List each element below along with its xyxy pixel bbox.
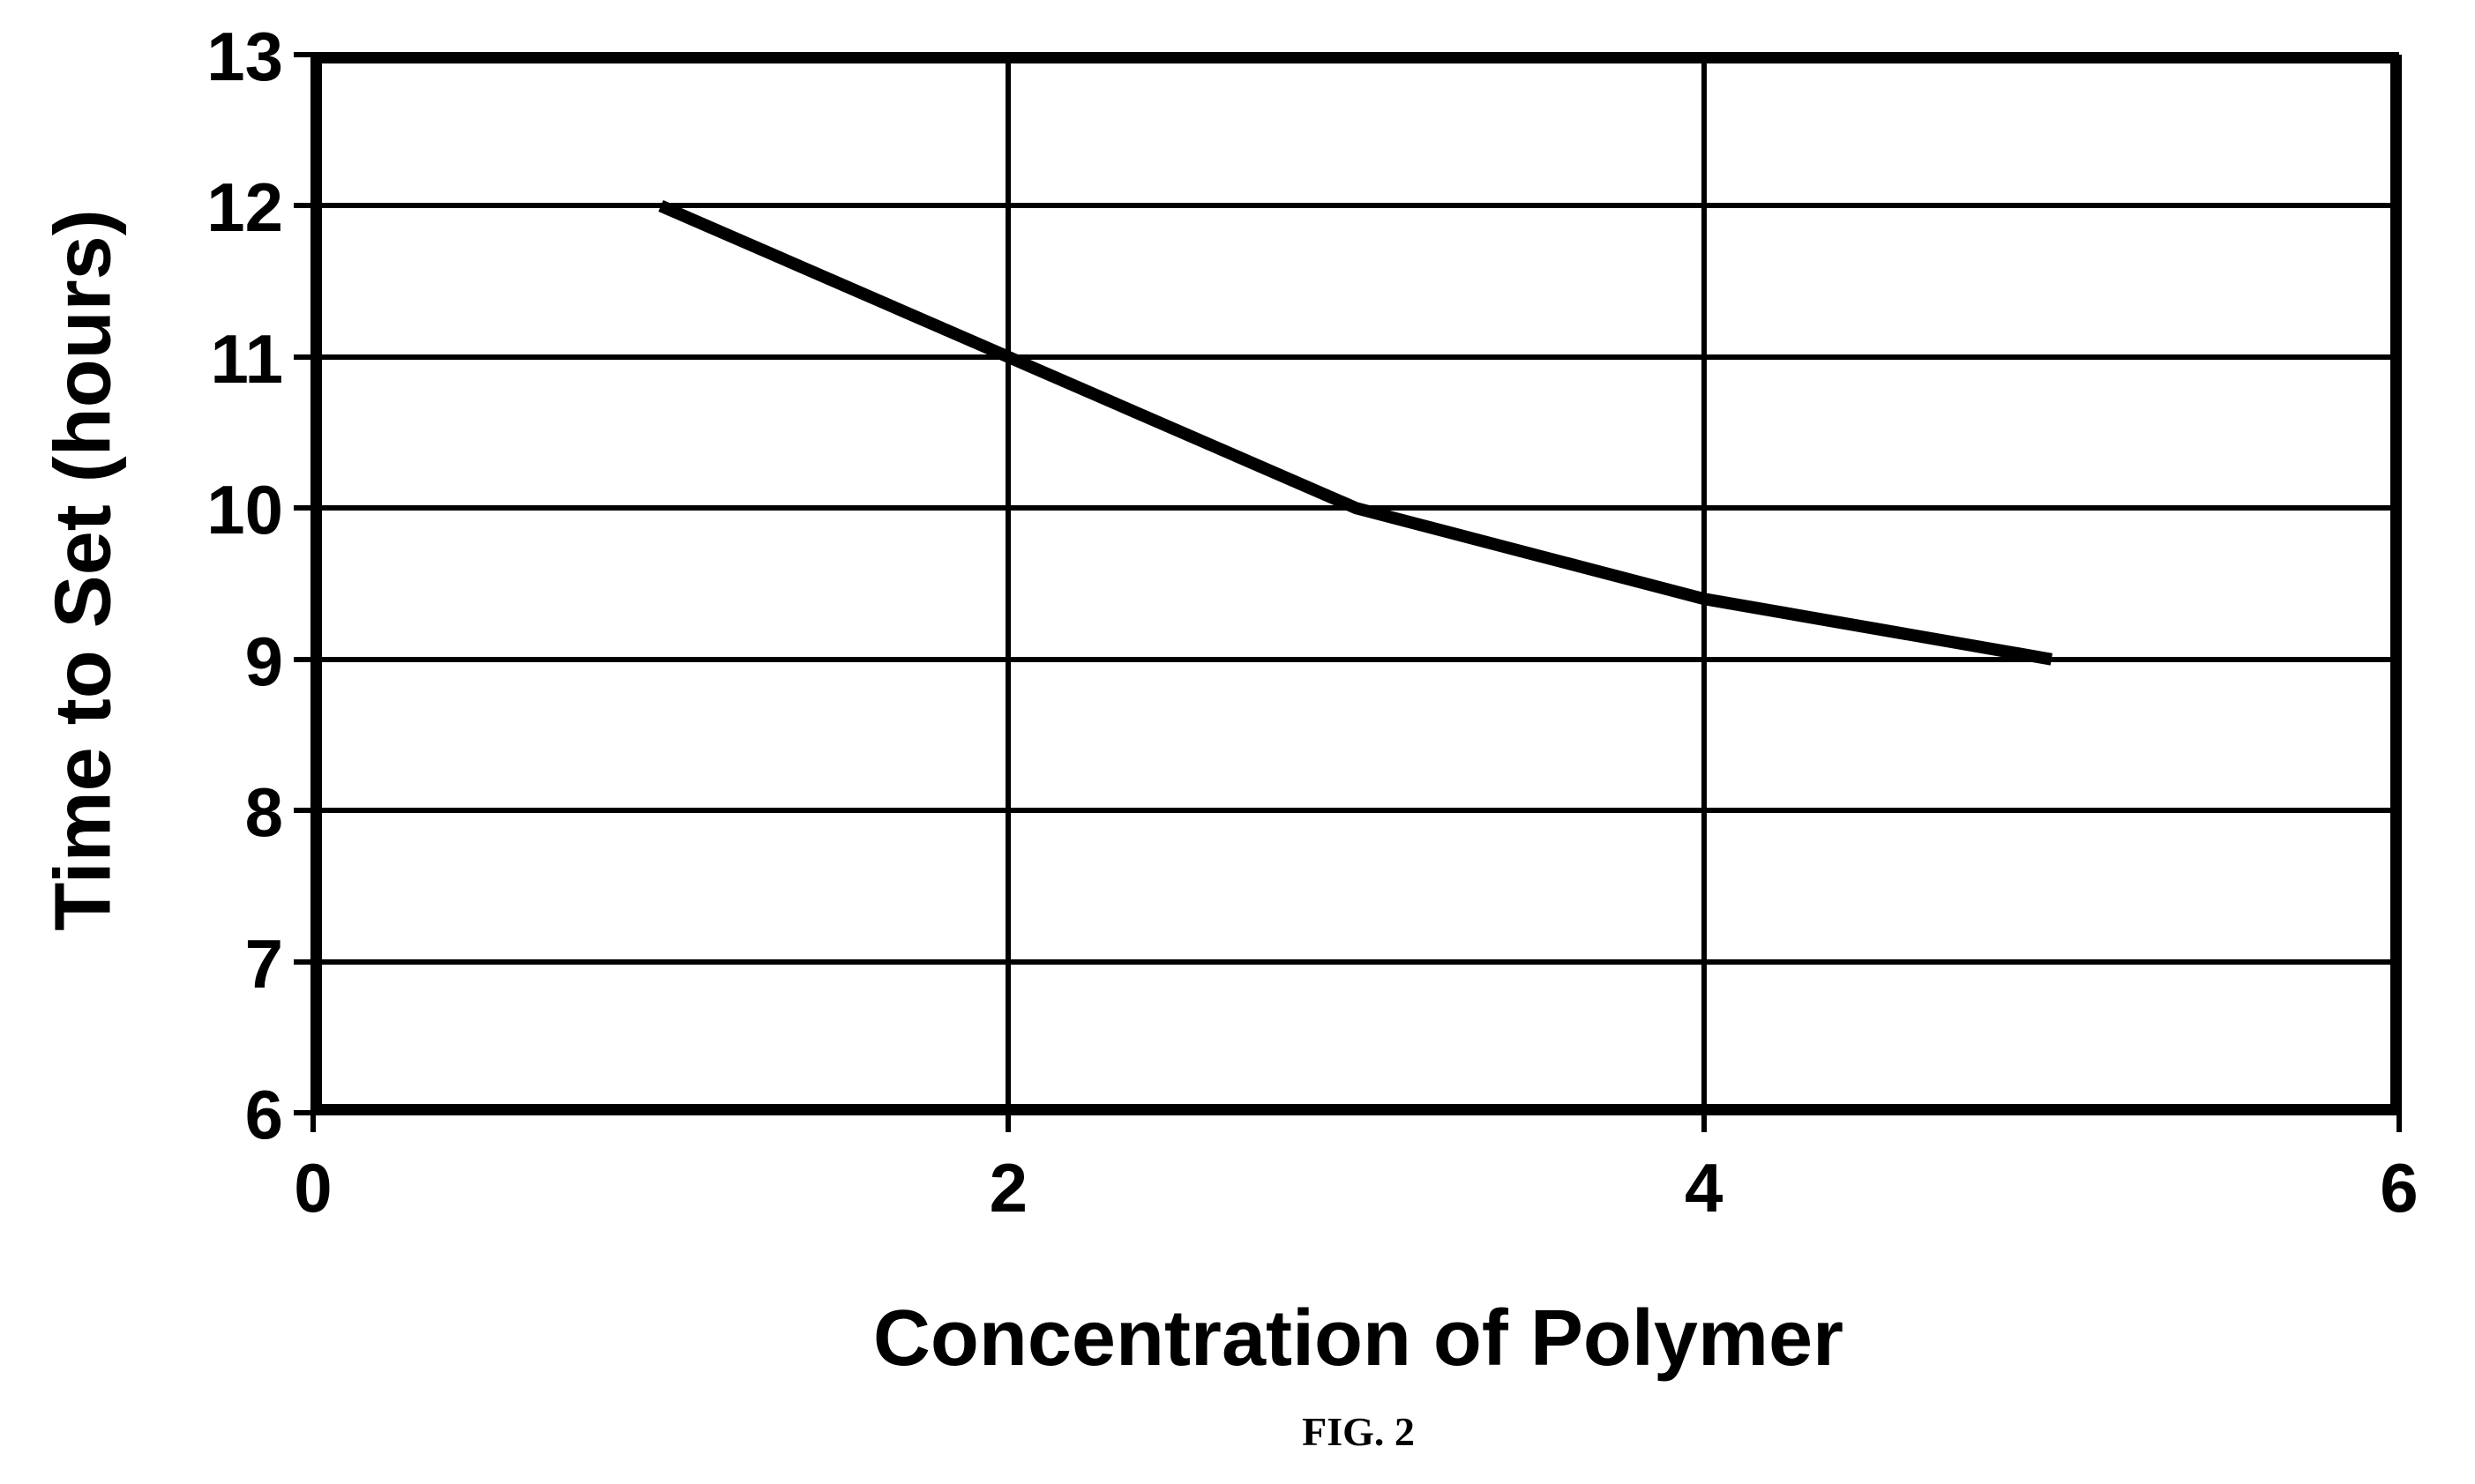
y-tick-label: 12: [206, 168, 283, 248]
y-tick-label: 13: [206, 17, 283, 97]
x-tick-label: 4: [1669, 1148, 1739, 1228]
y-tick-label: 8: [245, 772, 283, 853]
x-tick-label: 0: [278, 1148, 348, 1228]
x-tick-label: 2: [973, 1148, 1043, 1228]
data-line: [0, 0, 2475, 1484]
y-tick-label: 9: [245, 622, 283, 702]
y-tick-label: 10: [206, 470, 283, 550]
chart-canvas: Time to Set (hours) Concentration of Pol…: [0, 0, 2475, 1484]
y-tick-label: 6: [245, 1075, 283, 1155]
y-tick-label: 7: [245, 924, 283, 1004]
x-tick-label: 6: [2364, 1148, 2434, 1228]
y-tick-label: 11: [211, 319, 283, 399]
